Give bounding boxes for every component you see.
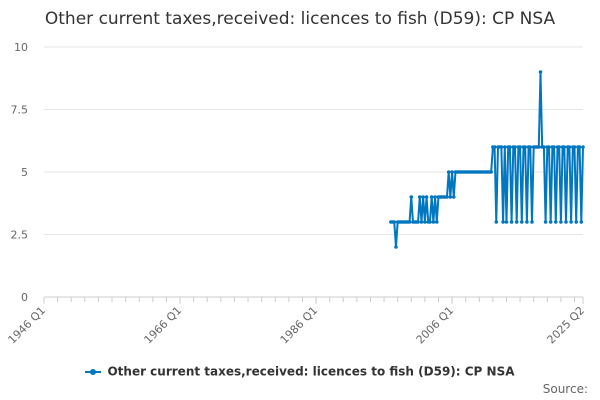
y-tick-label: 7.5: [11, 104, 29, 117]
data-point[interactable]: [509, 220, 514, 224]
x-tick-label: 2025 Q2: [545, 304, 588, 347]
data-point[interactable]: [504, 220, 509, 224]
data-point[interactable]: [514, 220, 519, 224]
data-point[interactable]: [519, 220, 524, 224]
data-point[interactable]: [536, 145, 541, 149]
data-point[interactable]: [572, 145, 577, 149]
data-point[interactable]: [530, 220, 534, 224]
x-tick-label: 1986 Q1: [278, 304, 321, 347]
data-point[interactable]: [557, 145, 561, 149]
chart-title: Other current taxes,received: licences t…: [44, 9, 556, 29]
legend[interactable]: Other current taxes,received: licences t…: [0, 364, 600, 379]
data-point[interactable]: [446, 170, 451, 174]
data-point[interactable]: [450, 170, 454, 174]
data-point[interactable]: [417, 195, 422, 199]
series-layer: [389, 70, 585, 249]
data-point[interactable]: [499, 145, 504, 149]
data-point[interactable]: [407, 220, 412, 224]
data-point[interactable]: [542, 145, 546, 149]
axes: 0 2.5 5 7.5 10 1946 Q1 1966 Q1 1986 Q1 2006 Q1 20…: [6, 41, 588, 346]
data-point[interactable]: [553, 220, 558, 224]
gridlines: [44, 46, 583, 235]
data-point[interactable]: [518, 145, 522, 149]
data-point[interactable]: [525, 220, 529, 224]
legend-label: Other current taxes,received: licences t…: [107, 364, 515, 379]
y-tick-label: 5: [21, 166, 28, 179]
data-point[interactable]: [581, 145, 585, 149]
data-point[interactable]: [409, 195, 414, 199]
data-point[interactable]: [428, 220, 432, 224]
x-tick-label: 1966 Q1: [142, 304, 185, 347]
data-point[interactable]: [492, 145, 497, 149]
data-point[interactable]: [543, 220, 548, 224]
data-point[interactable]: [448, 195, 453, 199]
x-tick-label: 1946 Q1: [6, 304, 49, 347]
data-point[interactable]: [434, 220, 439, 224]
data-point[interactable]: [547, 145, 551, 149]
data-point[interactable]: [528, 145, 533, 149]
data-point[interactable]: [574, 220, 578, 224]
data-point[interactable]: [579, 220, 584, 224]
data-point[interactable]: [569, 220, 573, 224]
data-point[interactable]: [502, 145, 507, 149]
data-point[interactable]: [508, 145, 512, 149]
data-point[interactable]: [429, 195, 434, 199]
data-point[interactable]: [538, 70, 543, 74]
data-point[interactable]: [577, 145, 582, 149]
source-label: Source:: [542, 382, 588, 396]
data-point[interactable]: [489, 170, 493, 174]
data-point[interactable]: [419, 220, 424, 224]
data-point[interactable]: [552, 145, 556, 149]
data-point[interactable]: [433, 195, 437, 199]
data-point[interactable]: [501, 220, 505, 224]
data-point[interactable]: [562, 145, 567, 149]
data-point[interactable]: [392, 220, 397, 224]
x-tick-label: 2006 Q1: [414, 304, 457, 347]
y-tick-label: 2.5: [11, 229, 29, 242]
data-point[interactable]: [567, 145, 572, 149]
y-tick-label: 10: [14, 41, 28, 54]
data-point[interactable]: [548, 220, 553, 224]
data-point[interactable]: [394, 245, 398, 249]
data-point[interactable]: [564, 220, 568, 224]
series-line: [390, 71, 584, 248]
data-point[interactable]: [494, 220, 499, 224]
data-point[interactable]: [451, 195, 456, 199]
data-point[interactable]: [416, 220, 420, 224]
legend-swatch-icon: [85, 368, 102, 375]
data-point[interactable]: [423, 220, 427, 224]
y-tick-label: 0: [21, 291, 28, 304]
data-point[interactable]: [559, 220, 563, 224]
data-point[interactable]: [424, 195, 429, 199]
data-point[interactable]: [523, 145, 527, 149]
data-point[interactable]: [431, 220, 436, 224]
data-point[interactable]: [513, 145, 517, 149]
data-point[interactable]: [445, 195, 449, 199]
data-point[interactable]: [421, 195, 425, 199]
